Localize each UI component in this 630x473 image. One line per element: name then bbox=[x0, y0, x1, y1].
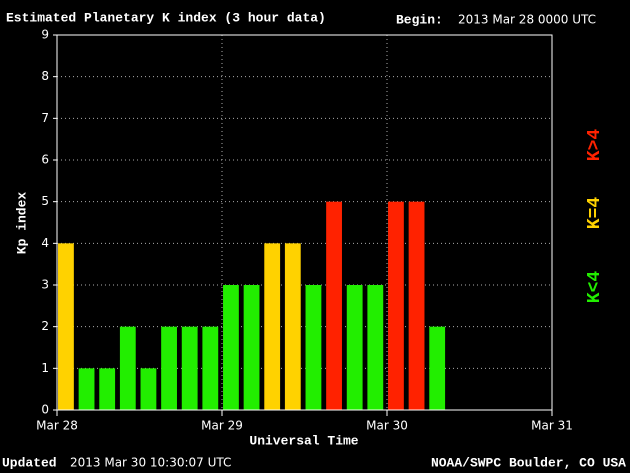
x-tick-label: Mar 28 bbox=[36, 419, 78, 433]
x-tick-label: Mar 31 bbox=[531, 419, 573, 433]
bar bbox=[284, 243, 301, 410]
x-tick-label: Mar 29 bbox=[201, 419, 243, 433]
y-tick-label: 8 bbox=[41, 69, 49, 83]
bar bbox=[408, 201, 425, 410]
bar bbox=[181, 326, 198, 410]
y-tick-label: 0 bbox=[41, 403, 49, 417]
bar bbox=[202, 326, 219, 410]
begin-label: Begin: bbox=[396, 12, 443, 27]
bar bbox=[429, 326, 446, 410]
y-tick-label: 5 bbox=[41, 194, 49, 208]
legend-label: K>4 bbox=[585, 129, 605, 162]
bar bbox=[264, 243, 281, 410]
bar bbox=[58, 243, 74, 410]
bar bbox=[161, 326, 177, 410]
chart-title: Estimated Planetary K index (3 hour data… bbox=[6, 10, 326, 25]
x-axis-label: Universal Time bbox=[249, 433, 358, 448]
bar bbox=[99, 368, 116, 410]
x-tick-label: Mar 30 bbox=[366, 419, 408, 433]
y-tick-label: 1 bbox=[41, 361, 49, 375]
legend-label: K=4 bbox=[585, 197, 605, 230]
bar bbox=[388, 201, 404, 410]
source: NOAA/SWPC Boulder, CO USA bbox=[431, 455, 626, 470]
bar bbox=[367, 285, 384, 410]
y-tick-label: 7 bbox=[41, 111, 49, 125]
bar bbox=[223, 285, 239, 410]
begin-time: 2013 Mar 28 0000 UTC bbox=[458, 13, 596, 27]
plot-frame bbox=[56, 34, 553, 411]
bar bbox=[326, 201, 342, 410]
legend-label: K<4 bbox=[585, 271, 605, 304]
y-tick-label: 6 bbox=[41, 153, 49, 167]
bar bbox=[119, 326, 136, 410]
bar bbox=[243, 285, 260, 410]
y-tick-label: 4 bbox=[41, 236, 49, 250]
y-axis-label: Kp index bbox=[14, 192, 29, 255]
bar bbox=[78, 368, 95, 410]
y-tick-label: 9 bbox=[41, 28, 49, 42]
updated-time: 2013 Mar 30 10:30:07 UTC bbox=[70, 456, 231, 470]
bar bbox=[346, 285, 363, 410]
y-tick-label: 2 bbox=[41, 319, 49, 333]
bar bbox=[140, 368, 157, 410]
y-tick-label: 3 bbox=[41, 278, 49, 292]
updated-label: Updated bbox=[2, 455, 57, 470]
bar bbox=[305, 285, 322, 410]
